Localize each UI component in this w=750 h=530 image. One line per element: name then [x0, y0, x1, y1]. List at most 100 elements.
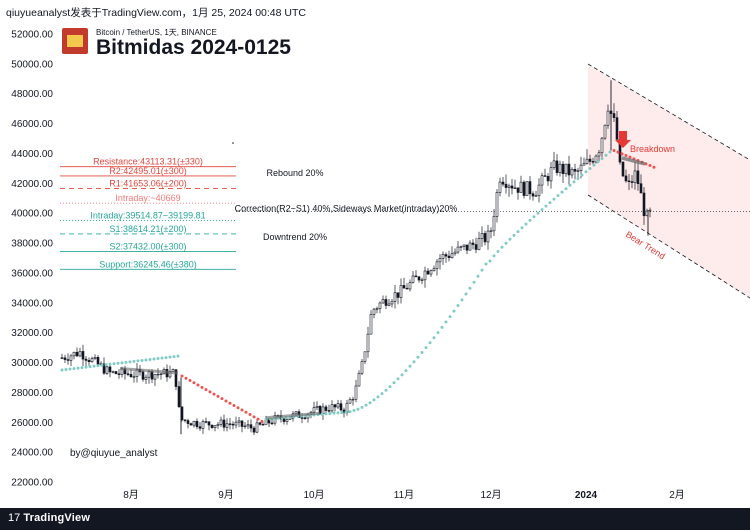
- sar-dot: [404, 369, 408, 373]
- candle-body: [255, 422, 259, 433]
- candle-body: [462, 244, 466, 247]
- candle-body: [642, 192, 646, 217]
- y-tick-label: 28000.00: [11, 388, 53, 399]
- candle-body: [486, 230, 490, 243]
- candle-body: [117, 373, 121, 375]
- candle-body: [507, 185, 511, 188]
- candle-body: [204, 421, 208, 423]
- candle-body: [426, 270, 430, 275]
- sar-dot: [596, 160, 600, 164]
- candle-body: [546, 176, 550, 182]
- candle-body: [105, 366, 109, 374]
- sar-dot: [236, 406, 240, 410]
- symbol-line: Bitcoin / TetherUS, 1天, BINANCE: [96, 28, 217, 37]
- channel-upper-line: [587, 63, 750, 161]
- sar-dot: [372, 398, 376, 402]
- candle-body: [576, 170, 580, 172]
- candle-body: [69, 355, 73, 361]
- candle-body: [312, 407, 316, 413]
- level-label: Support:36245.46(±380): [99, 259, 197, 269]
- breakdown-label: Breakdown: [630, 144, 675, 154]
- candle-body: [408, 282, 412, 290]
- candle-body: [474, 244, 478, 250]
- chart-logo-icon: [62, 28, 88, 54]
- sar-dot: [552, 197, 556, 201]
- candle-body: [570, 168, 574, 176]
- y-tick-label: 40000.00: [11, 209, 53, 220]
- sar-dot: [580, 173, 584, 177]
- y-tick-label: 48000.00: [11, 89, 53, 100]
- candle-body: [96, 357, 100, 365]
- candle-body: [369, 314, 373, 335]
- candle-body: [189, 423, 193, 426]
- sar-dot: [644, 162, 648, 166]
- sar-dot: [388, 385, 392, 389]
- candle-body: [321, 406, 325, 415]
- candle-body: [75, 351, 79, 357]
- sar-dot: [420, 350, 424, 354]
- candle-body: [429, 270, 433, 275]
- candle-body: [357, 372, 361, 387]
- candle-body: [495, 192, 499, 217]
- candle-body: [591, 161, 595, 163]
- candle-body: [513, 187, 517, 189]
- sar-dot: [156, 357, 160, 361]
- candle-body: [87, 360, 91, 363]
- candle-body: [447, 255, 451, 258]
- candle-body: [153, 374, 157, 380]
- candle-body: [228, 423, 232, 425]
- sar-dot: [432, 336, 436, 340]
- candle-body: [444, 254, 448, 257]
- sar-dot: [400, 373, 404, 377]
- candle-body: [132, 376, 136, 378]
- sar-dot: [496, 249, 500, 253]
- y-tick-label: 42000.00: [11, 179, 53, 190]
- candle-body: [366, 333, 370, 353]
- candle-body: [492, 216, 496, 232]
- scenario-label: Rebound 20%: [266, 168, 323, 178]
- candles-group: [60, 80, 652, 435]
- sar-dot: [160, 356, 164, 360]
- price-chart[interactable]: 52000.00 50000.00 48000.00 46000.00 44000.00…: [0, 22, 750, 508]
- candle-body: [237, 420, 241, 423]
- sar-dot: [196, 383, 200, 387]
- candle-body: [471, 242, 475, 245]
- candle-body: [534, 195, 538, 197]
- candle-body: [240, 420, 244, 427]
- sar-dot: [252, 415, 256, 419]
- sar-dot: [220, 397, 224, 401]
- tradingview-logo[interactable]: 17 TradingView: [8, 512, 90, 524]
- candle-body: [258, 422, 262, 425]
- candle-body: [498, 181, 502, 193]
- candle-body: [243, 425, 247, 428]
- sar-dot: [352, 408, 356, 412]
- sar-dot: [380, 392, 384, 396]
- candle-body: [60, 357, 64, 359]
- candle-body: [639, 183, 643, 194]
- candle-body: [594, 155, 598, 163]
- sar-dot: [448, 315, 452, 319]
- sar-dot: [256, 417, 260, 421]
- candle-body: [195, 420, 199, 428]
- page-header: qiuyueanalyst发表于TradingView.com，1月 25, 2…: [0, 0, 750, 22]
- candle-body: [597, 152, 601, 157]
- candle-body: [186, 420, 190, 424]
- candle-body: [261, 424, 265, 426]
- y-tick-label: 52000.00: [11, 30, 53, 41]
- sar-dot: [544, 204, 548, 208]
- sar-dot: [616, 150, 620, 154]
- y-tick-label: 30000.00: [11, 358, 53, 369]
- candle-body: [411, 275, 415, 283]
- sar-dot: [568, 183, 572, 187]
- candle-body: [222, 419, 226, 428]
- candle-body: [468, 242, 472, 251]
- candle-body: [303, 417, 307, 419]
- sar-dot: [332, 411, 336, 415]
- sar-dot: [188, 379, 192, 383]
- sar-dot: [608, 150, 612, 154]
- candle-body: [324, 406, 328, 411]
- sar-dot: [592, 163, 596, 167]
- candle-body: [531, 193, 535, 197]
- x-tick-label: 2月: [669, 489, 685, 501]
- candle-body: [216, 424, 220, 426]
